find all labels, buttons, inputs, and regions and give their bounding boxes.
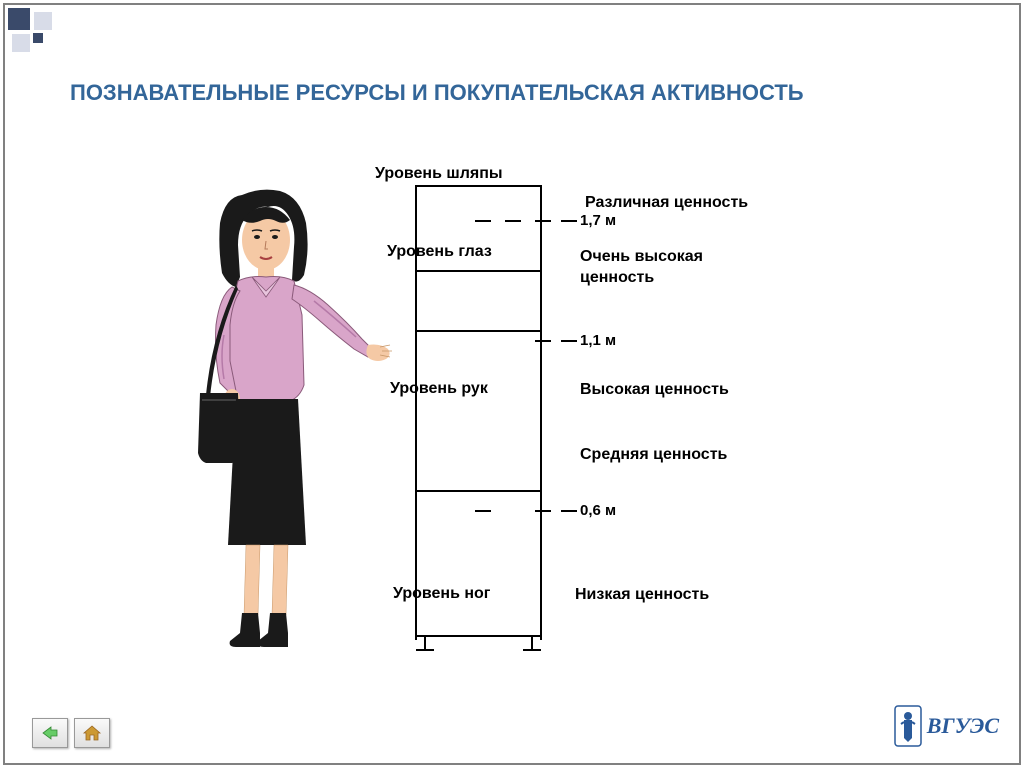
nav-buttons xyxy=(32,718,110,748)
value-label: Различная ценность xyxy=(585,193,748,214)
level-label-hands: Уровень рук xyxy=(390,380,488,398)
woman-figure xyxy=(180,185,400,655)
shelf-foot-left xyxy=(416,649,434,651)
shelf-leg-right xyxy=(531,635,533,649)
shelf-right-vertical xyxy=(540,185,542,640)
shelf-line xyxy=(415,490,542,492)
frame-bottom xyxy=(3,763,1021,765)
shelf-line xyxy=(415,635,542,637)
arrow-left-icon xyxy=(41,725,59,741)
dashed-line xyxy=(475,510,575,512)
shelf-diagram: Уровень шляпы Уровень глаз Уровень рук У… xyxy=(180,155,820,665)
corner-decoration xyxy=(8,8,63,68)
shelf-line xyxy=(415,330,542,332)
dashed-line xyxy=(475,340,575,342)
height-label: 0,6 м xyxy=(580,502,616,519)
logo-icon xyxy=(893,704,923,748)
frame-right xyxy=(1019,3,1021,765)
height-label: 1,7 м xyxy=(580,212,616,229)
shelf-line xyxy=(415,185,542,187)
shelf-line xyxy=(415,270,542,272)
back-button[interactable] xyxy=(32,718,68,748)
frame-top xyxy=(3,3,1021,5)
value-label: Очень высокая ценность xyxy=(580,247,703,289)
frame-left xyxy=(3,3,5,765)
logo-text: ВГУЭС xyxy=(927,713,999,739)
page-title: ПОЗНАВАТЕЛЬНЫЕ РЕСУРСЫ И ПОКУПАТЕЛЬСКАЯ … xyxy=(70,78,804,109)
shelf-foot-right xyxy=(523,649,541,651)
dashed-line xyxy=(475,220,575,222)
shelf-leg-left xyxy=(424,635,426,649)
level-label-hat: Уровень шляпы xyxy=(375,165,503,183)
home-icon xyxy=(82,724,102,742)
level-label-feet: Уровень ног xyxy=(393,585,490,603)
value-label: Средняя ценность xyxy=(580,445,727,466)
level-label-eyes: Уровень глаз xyxy=(387,243,492,261)
value-label: Низкая ценность xyxy=(575,585,709,606)
value-label: Высокая ценность xyxy=(580,380,729,401)
home-button[interactable] xyxy=(74,718,110,748)
height-label: 1,1 м xyxy=(580,332,616,349)
logo: ВГУЭС xyxy=(893,704,999,748)
